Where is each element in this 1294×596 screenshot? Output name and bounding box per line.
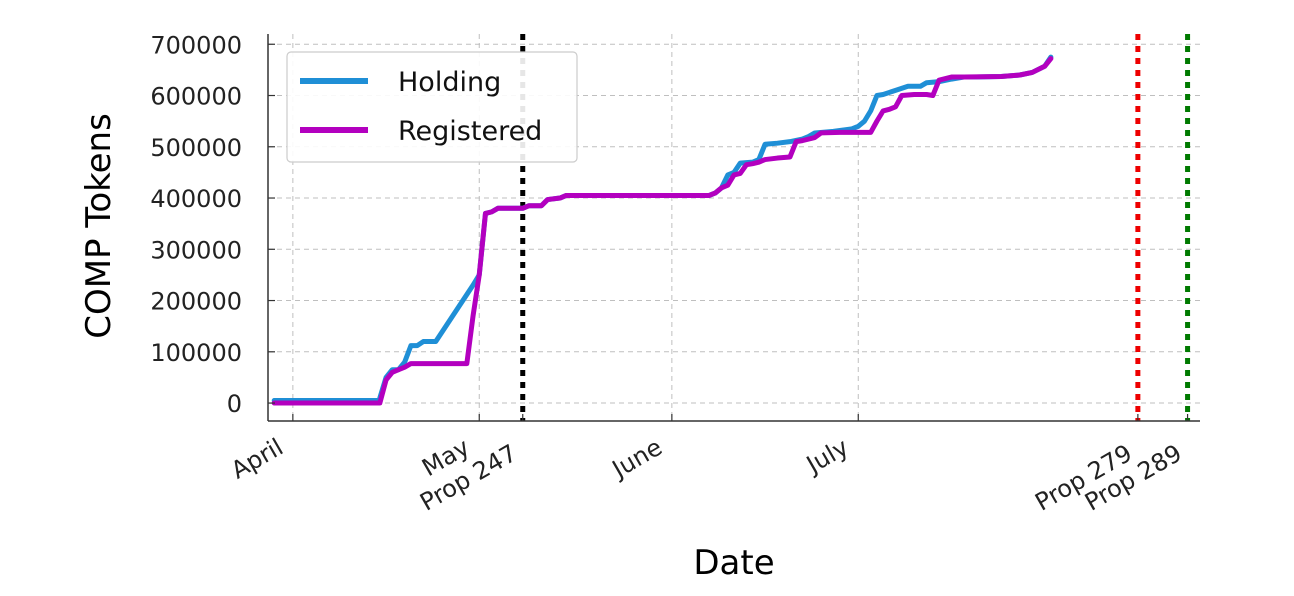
x-axis-title: Date: [693, 543, 774, 583]
y-tick-label: 600000: [150, 83, 242, 111]
legend-label-holding: Holding: [398, 67, 501, 98]
y-tick-label: 300000: [150, 236, 242, 264]
y-tick-label: 100000: [150, 339, 242, 367]
y-tick-label: 700000: [150, 31, 242, 59]
y-ticks: 0 100000 200000 300000 400000 500000 600000 700…: [150, 31, 275, 418]
x-tick-label: April: [226, 433, 288, 485]
x-tick-label: July: [800, 433, 853, 480]
y-tick-label: 0: [227, 390, 242, 418]
y-axis-title: COMP Tokens: [79, 113, 119, 339]
legend: Holding Registered: [286, 51, 578, 163]
x-tick-label: June: [606, 433, 667, 484]
y-tick-label: 500000: [150, 134, 242, 162]
vertical-markers: [520, 34, 1191, 421]
series-line-registered: [271, 56, 1054, 406]
axes: [267, 34, 1200, 422]
legend-label-registered: Registered: [398, 116, 542, 147]
y-tick-label: 200000: [150, 288, 242, 316]
y-tick-label: 400000: [150, 185, 242, 213]
series-lines: [271, 54, 1054, 406]
